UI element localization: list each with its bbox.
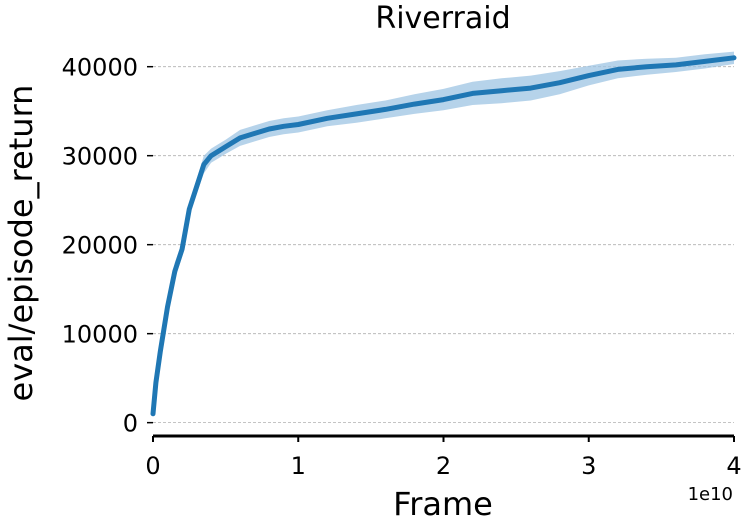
x-tick-label: 3 [581, 452, 596, 480]
y-tick-label: 30000 [62, 143, 138, 171]
x-tick-label: 2 [436, 452, 451, 480]
y-tick-label: 40000 [62, 54, 138, 82]
y-axis-label: eval/episode_return [2, 85, 40, 402]
series-band [153, 51, 734, 418]
y-tick-label: 0 [123, 410, 138, 438]
series-line-path [150, 55, 737, 417]
grid-lines [153, 66, 734, 424]
y-axis-ticks: 0 10000 20000 30000 40000 [62, 54, 153, 438]
x-tick-label: 4 [726, 452, 741, 480]
y-tick-label: 10000 [62, 321, 138, 349]
x-tick-label: 0 [145, 452, 160, 480]
series-line [150, 55, 737, 417]
x-axis-label: Frame [393, 485, 493, 523]
confidence-band [153, 51, 734, 418]
x-axis-ticks: 0 1 2 3 4 [145, 436, 742, 480]
x-axis-offset-label: 1e10 [688, 484, 733, 505]
x-tick-label: 1 [291, 452, 306, 480]
y-tick-label: 20000 [62, 232, 138, 260]
chart-title: Riverraid [375, 1, 510, 36]
